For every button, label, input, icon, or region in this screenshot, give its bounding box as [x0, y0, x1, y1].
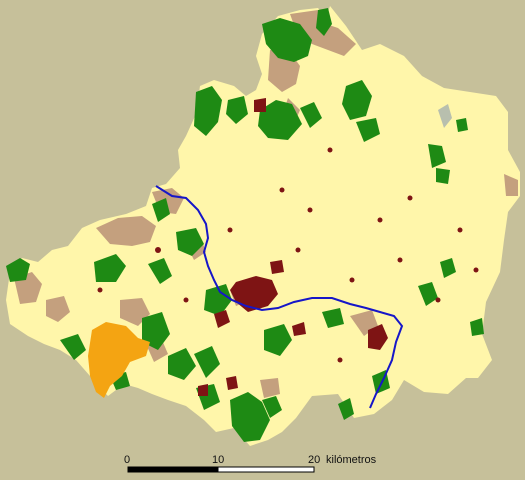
scale-label-0: 0: [124, 454, 130, 466]
scale-label-10: 10: [212, 454, 224, 466]
scale-bar-segment-1: [128, 467, 218, 472]
scale-unit-label: kilómetros: [326, 454, 377, 466]
river: [155, 185, 404, 409]
forest-areas: [6, 8, 484, 442]
lake: [438, 104, 452, 128]
orange-area: [88, 322, 150, 398]
scale-bar-frame: [127, 466, 315, 473]
scale-label-20: 20: [308, 454, 320, 466]
scale-bar-segment-2: [217, 466, 315, 473]
scale-bar: 0 10 20 kilómetros: [124, 454, 377, 473]
urban-areas: [97, 98, 479, 396]
